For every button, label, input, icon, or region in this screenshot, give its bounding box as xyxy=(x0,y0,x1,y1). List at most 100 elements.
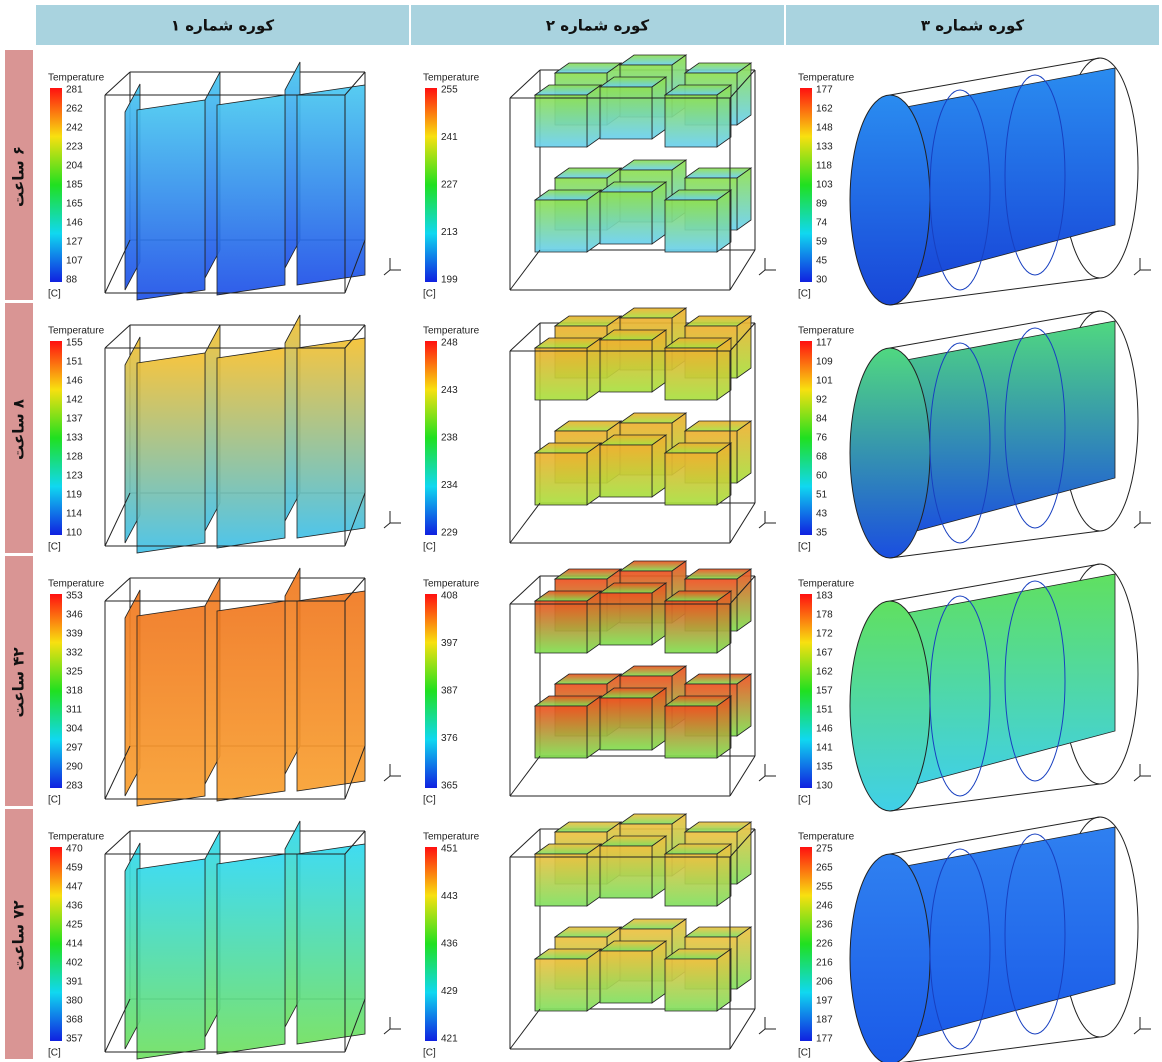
wireframe-edge xyxy=(1134,523,1140,528)
cube-front xyxy=(600,846,652,898)
wireframe-edge xyxy=(890,1037,1100,1062)
cube-front xyxy=(535,95,587,147)
legend-unit: [C] xyxy=(798,289,811,300)
cube-side xyxy=(737,421,751,483)
wireframe-edge xyxy=(105,325,130,348)
wireframe-edge xyxy=(1134,776,1140,781)
cube-front xyxy=(665,453,717,505)
contour-panel: Temperature47045944743642541440239138036… xyxy=(48,821,401,1059)
plate xyxy=(217,348,285,548)
legend-unit: [C] xyxy=(798,1048,811,1059)
cylinder-end xyxy=(850,348,930,558)
contour-panel: Temperature408397387376365[C] xyxy=(423,561,776,806)
wireframe-edge xyxy=(890,278,1100,305)
cylinder-end xyxy=(850,95,930,305)
cube-side xyxy=(587,591,601,653)
legend-tick-label: 368 xyxy=(66,1015,83,1026)
legend-title: Temperature xyxy=(423,326,480,337)
row-header: ۴۲ ساعت xyxy=(10,647,28,717)
cube-front xyxy=(535,601,587,653)
legend-tick-label: 88 xyxy=(66,275,78,286)
legend-tick-label: 133 xyxy=(66,433,83,444)
cube-front xyxy=(535,854,587,906)
cube-front xyxy=(665,601,717,653)
plate xyxy=(217,854,285,1054)
legend-tick-label: 459 xyxy=(66,863,83,874)
legend-tick-label: 357 xyxy=(66,1034,83,1045)
cube-side xyxy=(717,844,731,906)
cube-front xyxy=(600,698,652,750)
legend-tick-label: 172 xyxy=(816,629,833,640)
wireframe-edge xyxy=(759,270,765,275)
wireframe-edge xyxy=(384,270,390,275)
cylinder-end xyxy=(850,601,930,811)
legend-tick-label: 243 xyxy=(441,385,458,396)
legend-tick-label: 391 xyxy=(66,977,83,988)
contour-panel: Temperature1171091019284766860514335[C] xyxy=(798,311,1151,558)
legend-tick-label: 436 xyxy=(66,901,83,912)
legend-tick-label: 141 xyxy=(816,743,833,754)
cube-side xyxy=(737,569,751,631)
legend-tick-label: 262 xyxy=(66,104,83,115)
legend-tick-label: 470 xyxy=(66,844,83,855)
cube-side xyxy=(737,168,751,230)
cube-side xyxy=(717,949,731,1011)
colorbar xyxy=(800,341,812,535)
legend-tick-label: 74 xyxy=(816,218,828,229)
colorbar xyxy=(425,847,437,1041)
colorbar xyxy=(425,594,437,788)
colorbar xyxy=(425,88,437,282)
legend-tick-label: 151 xyxy=(66,357,83,368)
row-header: ۸ ساعت xyxy=(10,399,28,460)
cube-front xyxy=(600,192,652,244)
cube-front xyxy=(665,95,717,147)
figure: کوره شماره ۱کوره شماره ۲کوره شماره ۳۶ سا… xyxy=(0,0,1162,1062)
legend-title: Temperature xyxy=(798,73,855,84)
cube-side xyxy=(717,190,731,252)
wireframe-edge xyxy=(510,576,540,604)
legend-tick-label: 130 xyxy=(816,781,833,792)
cube-side xyxy=(737,674,751,736)
cube-side xyxy=(652,583,666,645)
plate xyxy=(137,859,205,1059)
legend-tick-label: 146 xyxy=(66,376,83,387)
plate xyxy=(137,353,205,553)
legend-tick-label: 227 xyxy=(441,180,458,191)
colorbar xyxy=(800,594,812,788)
contour-panel: Temperature255241227213199[C] xyxy=(423,55,776,300)
colorbar xyxy=(50,847,62,1041)
legend-tick-label: 60 xyxy=(816,471,828,482)
cube-front xyxy=(665,348,717,400)
legend-title: Temperature xyxy=(423,832,480,843)
legend-tick-label: 429 xyxy=(441,986,458,997)
wireframe-edge xyxy=(510,756,540,796)
column-header: کوره شماره ۲ xyxy=(546,17,649,35)
wireframe-edge xyxy=(1134,1029,1140,1034)
colorbar xyxy=(800,847,812,1041)
legend-tick-label: 281 xyxy=(66,85,83,96)
colorbar xyxy=(425,341,437,535)
legend-tick-label: 151 xyxy=(816,705,833,716)
cube-front xyxy=(600,951,652,1003)
legend-title: Temperature xyxy=(423,73,480,84)
cube-front xyxy=(535,453,587,505)
legend-tick-label: 318 xyxy=(66,686,83,697)
cube-front xyxy=(600,593,652,645)
legend-tick-label: 110 xyxy=(66,528,82,539)
legend-tick-label: 304 xyxy=(66,724,83,735)
legend-tick-label: 255 xyxy=(441,85,458,96)
legend-tick-label: 443 xyxy=(441,891,458,902)
legend-tick-label: 35 xyxy=(816,528,828,539)
cylinder-end xyxy=(850,854,930,1062)
legend-tick-label: 185 xyxy=(66,180,83,191)
contour-panel: Temperature15515114614213713312812311911… xyxy=(48,315,401,553)
plate xyxy=(137,100,205,300)
cube-side xyxy=(737,63,751,125)
legend-tick-label: 107 xyxy=(66,256,83,267)
wireframe-edge xyxy=(1134,270,1140,275)
legend-tick-label: 84 xyxy=(816,414,828,425)
legend-unit: [C] xyxy=(798,542,811,553)
legend-tick-label: 43 xyxy=(816,509,828,520)
column-header: کوره شماره ۳ xyxy=(921,17,1024,35)
legend-tick-label: 199 xyxy=(441,275,458,286)
